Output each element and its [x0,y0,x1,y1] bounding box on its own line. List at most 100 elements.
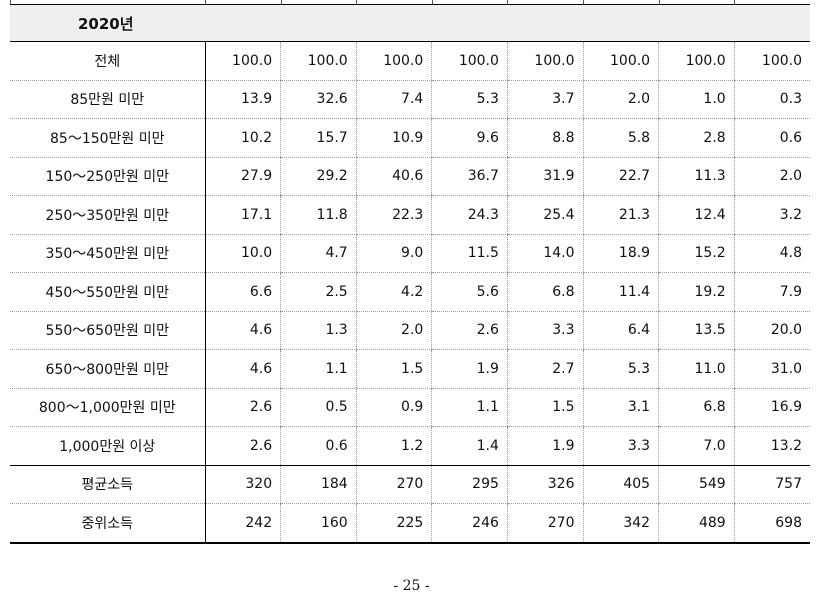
value-cell: 1.5 [355,349,432,389]
value-cell: 4.2 [355,272,432,312]
table-row: 85만원 미만 13.9 32.6 7.4 5.3 3.7 2.0 1.0 0.3 [10,80,810,119]
value-cell: 17.1 [204,195,281,235]
table-row: 550～650만원 미만 4.6 1.3 2.0 2.6 3.3 6.4 13.5 20.0 [10,311,810,350]
value-cell: 3.7 [506,80,583,119]
value-cell: 11.3 [658,157,735,196]
value-cell: 7.9 [733,272,810,312]
value-cell: 4.7 [280,234,357,273]
table-row: 1,000만원 이상 2.6 0.6 1.2 1.4 1.9 3.3 7.0 13.2 [10,426,810,466]
value-cell: 326 [506,464,583,504]
value-cell: 16.9 [733,388,810,427]
value-cell: 36.7 [431,157,508,196]
row-label: 650～800만원 미만 [10,349,206,389]
edge-cell [431,0,508,4]
value-cell: 5.8 [582,118,659,158]
value-cell: 1.1 [280,349,357,389]
row-label: 85～150만원 미만 [10,118,206,158]
value-cell: 1.9 [506,426,583,466]
value-cell: 246 [431,503,508,544]
value-cell: 11.4 [582,272,659,312]
value-cell: 6.4 [582,311,659,350]
row-label: 전체 [10,41,206,81]
row-label: 450～550만원 미만 [10,272,206,312]
value-cell: 13.9 [204,80,281,119]
value-cell: 100.0 [658,41,735,81]
value-cell: 1.1 [431,388,508,427]
value-cell: 13.2 [733,426,810,466]
value-cell: 4.6 [204,349,281,389]
value-cell: 27.9 [204,157,281,196]
edge-cell [658,0,735,4]
section-row: 2020년 [10,4,810,42]
value-cell: 270 [506,503,583,544]
value-cell: 13.5 [658,311,735,350]
row-label: 250～350만원 미만 [10,195,206,235]
value-cell: 3.2 [733,195,810,235]
value-cell: 3.3 [582,426,659,466]
value-cell: 295 [431,464,508,504]
value-cell: 31.9 [506,157,583,196]
table-row: 전체 100.0 100.0 100.0 100.0 100.0 100.0 100.0 100… [10,41,810,81]
value-cell: 1.0 [658,80,735,119]
row-label: 550～650만원 미만 [10,311,206,350]
value-cell: 100.0 [280,41,357,81]
value-cell: 19.2 [658,272,735,312]
value-cell: 1.4 [431,426,508,466]
section-title: 2020년 [10,4,810,42]
value-cell: 11.8 [280,195,357,235]
value-cell: 2.0 [355,311,432,350]
value-cell: 6.6 [204,272,281,312]
value-cell: 7.4 [355,80,432,119]
row-label: 800～1,000만원 미만 [10,388,206,427]
value-cell: 25.4 [506,195,583,235]
value-cell: 1.2 [355,426,432,466]
value-cell: 2.7 [506,349,583,389]
page-number: - 25 - [393,578,430,594]
row-label: 150～250만원 미만 [10,157,206,196]
value-cell: 15.2 [658,234,735,273]
value-cell: 100.0 [204,41,281,81]
value-cell: 489 [658,503,735,544]
value-cell: 22.7 [582,157,659,196]
value-cell: 22.3 [355,195,432,235]
edge-cell [582,0,659,4]
edge-cell [205,0,281,4]
value-cell: 2.5 [280,272,357,312]
value-cell: 1.3 [280,311,357,350]
row-label: 중위소득 [10,503,206,544]
value-cell: 757 [733,464,810,504]
value-cell: 0.5 [280,388,357,427]
table-row: 평균소득 320 184 270 295 326 405 549 757 [10,464,810,504]
value-cell: 9.6 [431,118,508,158]
value-cell: 29.2 [280,157,357,196]
table-row: 350～450만원 미만 10.0 4.7 9.0 11.5 14.0 18.9 15.2 4.… [10,234,810,273]
value-cell: 242 [204,503,281,544]
table-row: 85～150만원 미만 10.2 15.7 10.9 9.6 8.8 5.8 2.8 0.6 [10,118,810,158]
value-cell: 320 [204,464,281,504]
value-cell: 18.9 [582,234,659,273]
value-cell: 20.0 [733,311,810,350]
value-cell: 40.6 [355,157,432,196]
value-cell: 5.3 [431,80,508,119]
edge-cell [356,0,432,4]
value-cell: 3.1 [582,388,659,427]
value-cell: 7.0 [658,426,735,466]
value-cell: 6.8 [658,388,735,427]
value-cell: 31.0 [733,349,810,389]
value-cell: 549 [658,464,735,504]
value-cell: 0.6 [733,118,810,158]
value-cell: 100.0 [582,41,659,81]
value-cell: 10.2 [204,118,281,158]
previous-header-edge [10,0,810,4]
table-row: 650～800만원 미만 4.6 1.1 1.5 1.9 2.7 5.3 11.0 31.0 [10,349,810,389]
value-cell: 2.6 [204,426,281,466]
value-cell: 100.0 [506,41,583,81]
edge-cell [280,0,357,4]
value-cell: 0.6 [280,426,357,466]
value-cell: 100.0 [431,41,508,81]
table-row: 중위소득 242 160 225 246 270 342 489 698 [10,503,810,544]
value-cell: 2.6 [204,388,281,427]
value-cell: 2.6 [431,311,508,350]
value-cell: 0.9 [355,388,432,427]
